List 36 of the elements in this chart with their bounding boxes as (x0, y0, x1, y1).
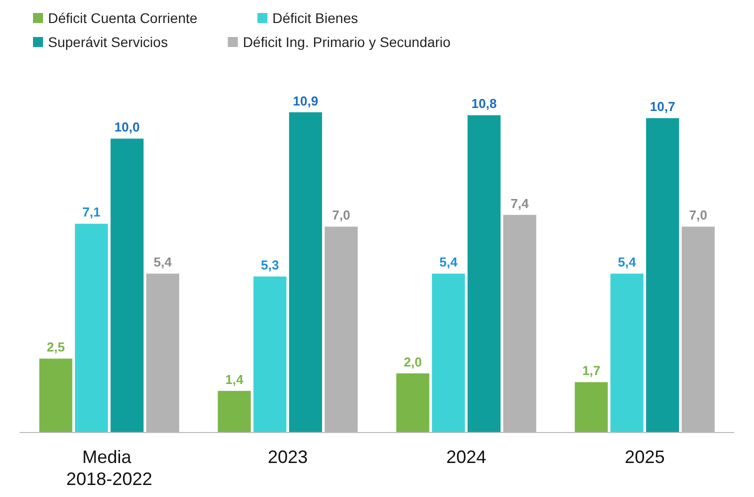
data-label: 5,4 (154, 254, 173, 270)
legend-label: Déficit Cuenta Corriente (48, 10, 198, 26)
data-label: 7,4 (510, 196, 530, 211)
data-label: 10,8 (471, 96, 497, 112)
bar (468, 115, 501, 432)
x-tick-label: 2025 (624, 447, 665, 467)
bar (218, 390, 251, 432)
bar (39, 358, 72, 432)
data-label: 5,3 (260, 258, 279, 273)
data-label: 5,4 (618, 254, 637, 270)
bar (74, 224, 108, 432)
data-label: 1,7 (582, 363, 600, 378)
bar (432, 274, 465, 432)
data-label: 10,0 (114, 120, 140, 135)
bar (610, 274, 644, 432)
data-label: 10,9 (292, 93, 318, 108)
bar (574, 382, 608, 432)
data-label: 5,4 (439, 254, 458, 270)
x-tick-label: 2023 (268, 447, 308, 467)
legend-label: Superávit Servicios (48, 34, 168, 50)
bar (396, 373, 430, 432)
legend-label: Déficit Ing. Primario y Secundario (242, 34, 451, 50)
bar (646, 118, 680, 432)
data-label: 2,0 (404, 354, 422, 370)
legend-label: Déficit Bienes (272, 10, 358, 26)
data-label: 1,4 (225, 372, 244, 387)
data-label: 10,7 (650, 99, 676, 114)
x-tick-label: 2024 (446, 447, 486, 467)
data-label: 7,1 (82, 204, 100, 220)
bar (110, 138, 144, 432)
data-label: 7,0 (332, 208, 350, 223)
data-label: 2,5 (46, 340, 65, 355)
bar (253, 276, 286, 432)
x-tick-label: Media 2018-2022 (66, 447, 152, 489)
bar (289, 112, 322, 432)
data-label: 7,0 (689, 208, 708, 223)
